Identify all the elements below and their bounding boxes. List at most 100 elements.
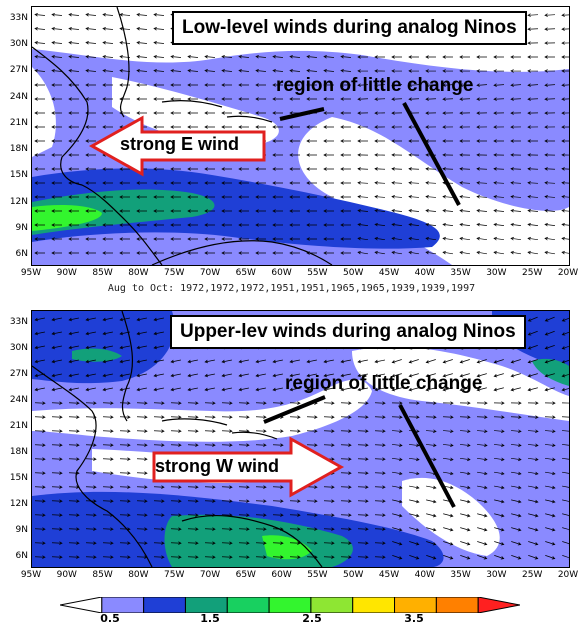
wind-vector: [238, 55, 250, 59]
wind-vector: [289, 499, 301, 503]
wind-vector: [391, 139, 403, 143]
wind-vector: [510, 222, 522, 227]
wind-vector: [442, 55, 454, 59]
wind-vector: [51, 167, 62, 171]
wind-vector: [561, 430, 569, 432]
wind-vector: [187, 499, 199, 503]
wind-vector: [102, 555, 114, 559]
wind-vector: [459, 139, 471, 143]
wind-vector: [221, 125, 232, 129]
wind-vector: [511, 555, 522, 560]
wind-vector: [34, 443, 46, 447]
wind-vector: [272, 373, 283, 378]
wind-vector: [527, 345, 538, 350]
wind-vector: [408, 250, 419, 255]
wind-vector: [51, 443, 63, 447]
wind-vector: [119, 209, 130, 213]
colorbar-segment: [268, 597, 312, 613]
lat-tick-label: 12N: [9, 196, 28, 207]
wind-vector: [357, 485, 369, 489]
lon-tick-label: 85W: [92, 268, 113, 278]
wind-vector: [459, 111, 471, 115]
wind-vector: [442, 83, 454, 87]
lat-tick-label: 9N: [15, 525, 28, 535]
wind-vector: [442, 222, 454, 227]
wind-vector: [204, 541, 216, 545]
wind-vector: [374, 167, 386, 171]
wind-vector: [51, 317, 62, 322]
wind-vector: [170, 513, 182, 517]
wind-vector: [68, 13, 80, 17]
lat-tick-label: 6N: [15, 551, 28, 561]
wind-vector: [426, 513, 437, 518]
wind-vector: [204, 111, 215, 115]
wind-vector: [442, 401, 454, 405]
wind-vector: [51, 83, 62, 87]
wind-vector: [561, 416, 569, 418]
wind-vector: [494, 555, 505, 560]
colorbar-segment: [352, 597, 396, 613]
colorbar-segment: [310, 597, 354, 613]
wind-vector: [510, 139, 522, 143]
wind-vector: [425, 111, 437, 115]
wind-vector: [204, 167, 215, 171]
wind-vector: [85, 387, 96, 392]
wind-vector: [476, 429, 488, 433]
wind-vector: [391, 181, 403, 185]
wind-vector: [561, 331, 569, 336]
colorbar-segment: [143, 597, 186, 613]
wind-vector: [51, 359, 62, 364]
bottom-coastlines: [32, 311, 323, 567]
wind-vector: [170, 387, 181, 392]
wind-vector: [306, 97, 317, 101]
wind-vector: [374, 443, 386, 447]
wind-vector: [85, 443, 97, 447]
colorbar-label-0: 0.5: [100, 612, 120, 625]
wind-vector: [374, 153, 386, 157]
wind-vector: [51, 527, 63, 531]
wind-vector: [527, 401, 539, 405]
wind-vector: [102, 401, 114, 405]
wind-vector: [136, 373, 147, 378]
bottom-annotation-line-2: [398, 404, 456, 508]
top-coastlines: [32, 7, 333, 265]
wind-vector: [391, 373, 402, 378]
wind-vector: [527, 83, 539, 87]
wind-vector: [68, 167, 79, 171]
lat-tick-label: 9N: [15, 222, 28, 233]
wind-vector: [187, 513, 199, 517]
wind-vector: [374, 471, 386, 475]
wind-vector: [459, 457, 471, 462]
wind-vector: [459, 443, 471, 448]
lat-tick-label: 15N: [9, 170, 28, 181]
wind-vector: [442, 195, 454, 199]
colorbar-segment: [184, 597, 228, 613]
wind-vector: [170, 195, 181, 199]
wind-vector: [493, 457, 505, 462]
wind-vector: [527, 330, 538, 336]
top-panel-title: Low-level winds during analog Ninos: [172, 11, 527, 45]
wind-vector: [289, 153, 300, 157]
wind-vector: [153, 443, 165, 447]
wind-vector: [323, 429, 335, 433]
wind-vector: [374, 415, 386, 419]
wind-vector: [408, 387, 419, 392]
wind-vector: [544, 250, 555, 255]
lat-tick-label: 33N: [9, 13, 28, 23]
wind-vector: [357, 359, 368, 364]
wind-vector: [528, 555, 539, 560]
wind-vector: [153, 209, 164, 213]
wind-vector: [544, 373, 555, 378]
wind-vector: [374, 222, 386, 227]
colorbar-segment: [394, 597, 437, 613]
wind-vector: [306, 359, 317, 364]
wind-vector: [272, 195, 283, 199]
wind-vector: [170, 401, 182, 405]
wind-vector: [323, 55, 335, 59]
wind-vector: [323, 125, 334, 129]
wind-vector: [34, 485, 46, 489]
wind-vector: [340, 111, 351, 115]
moderate-wind-band-north: [32, 311, 175, 384]
lat-tick-label: 18N: [9, 447, 28, 457]
wind-vector: [289, 125, 300, 129]
